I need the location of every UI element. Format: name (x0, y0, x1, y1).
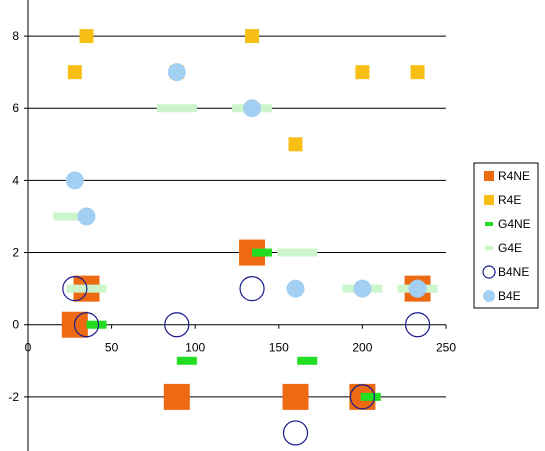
point-r4ne (282, 383, 309, 410)
y-tick-label: 2 (12, 246, 19, 260)
series-g4ne (86, 248, 381, 401)
y-tick-label: 4 (12, 173, 19, 187)
legend-entry-b4e: B4E (483, 289, 521, 303)
y-tick-label: -2 (8, 390, 19, 404)
legend-label: B4E (498, 289, 521, 303)
legend-marker (485, 222, 493, 226)
legend-marker (482, 265, 496, 279)
legend-label: R4NE (498, 169, 530, 183)
point-b4ne (164, 312, 190, 338)
point-b4e (408, 279, 427, 298)
legend-marker (484, 171, 494, 181)
point-b4ne (73, 312, 100, 338)
series-b4ne (62, 276, 431, 446)
point-g4e (53, 212, 94, 221)
point-b4ne (62, 276, 88, 302)
x-tick-label: 250 (436, 341, 456, 355)
point-g4ne (297, 356, 318, 365)
point-b4e (353, 279, 372, 298)
legend-entry-g4ne: G4NE (485, 217, 531, 231)
point-r4e (245, 29, 260, 44)
legend-entry-g4e: G4E (485, 241, 522, 255)
point-g4ne (86, 320, 107, 329)
y-tick-label: 0 (12, 318, 19, 332)
point-b4e (243, 99, 262, 118)
point-g4ne (176, 356, 197, 365)
point-g4e (156, 104, 197, 113)
point-b4e (77, 207, 96, 226)
tick-labels: -2 0 2 4 6 8 0 50 100 150 200 250 (8, 29, 456, 404)
point-b4e (167, 63, 186, 82)
series-r4e (67, 29, 425, 152)
point-r4ne (163, 383, 190, 410)
y-tick-label: 8 (12, 29, 19, 43)
point-b4e (65, 171, 84, 190)
legend-entry-b4ne: B4NE (482, 265, 529, 279)
legend-box (473, 162, 539, 309)
x-tick-label: 50 (105, 341, 119, 355)
legend-entry-r4ne: R4NE (484, 169, 530, 183)
point-g4e (277, 248, 318, 257)
legend-entry-r4e: R4E (484, 193, 521, 207)
point-b4e (286, 279, 305, 298)
point-r4e (67, 65, 82, 80)
legend-label: R4E (498, 193, 521, 207)
point-b4ne (404, 312, 431, 338)
point-r4e (79, 29, 94, 44)
x-tick-label: 0 (25, 341, 32, 355)
point-r4e (410, 65, 425, 80)
x-tick-label: 200 (352, 341, 372, 355)
legend-label: G4E (498, 241, 522, 255)
legend-marker (484, 195, 494, 205)
data-marks (53, 29, 438, 446)
point-g4ne (252, 248, 273, 257)
point-r4e (355, 65, 370, 80)
legend-marker (483, 290, 495, 302)
point-r4e (288, 137, 303, 152)
x-tick-label: 100 (185, 341, 205, 355)
y-tick-label: 6 (12, 101, 19, 115)
point-b4ne (239, 276, 265, 302)
point-b4ne (349, 384, 375, 410)
x-tick-label: 150 (269, 341, 289, 355)
legend-label: B4NE (498, 265, 529, 279)
legend: R4NE R4E G4NE G4E B4NE B4E (473, 162, 539, 309)
point-g4ne (360, 392, 381, 401)
series-b4e (65, 63, 427, 298)
legend-marker (485, 246, 493, 250)
point-b4ne (282, 420, 309, 446)
legend-label: G4NE (498, 217, 531, 231)
